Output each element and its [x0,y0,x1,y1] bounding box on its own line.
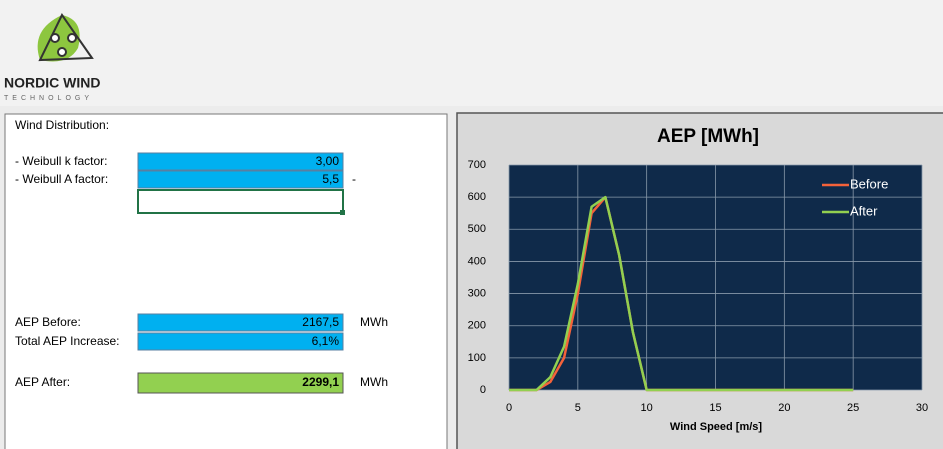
y-tick-label: 700 [468,159,486,171]
field-label: AEP After: [15,375,70,389]
y-tick-label: 300 [468,287,486,299]
x-tick-label: 0 [506,402,512,414]
field-value: 2167,5 [302,315,339,329]
fill-handle [340,210,345,215]
field-value: 5,5 [322,172,339,186]
logo-name: NORDIC WIND [4,75,100,91]
x-tick-label: 10 [641,402,653,414]
y-tick-label: 400 [468,255,486,267]
output-cell[interactable] [137,372,344,394]
plot: 0 100 200 300 400 500 600 700 0 5 10 15 20 25 30 Before… [468,159,928,414]
field-unit: MWh [360,375,388,389]
field-label: Total AEP Increase: [15,334,120,348]
logo-mark [37,13,94,62]
y-tick-label: 100 [468,352,486,364]
logo-tagline: TECHNOLOGY [4,95,93,102]
output-cell[interactable] [137,332,344,351]
logo-node [57,47,67,57]
field-unit: - [352,172,356,186]
logo-node [67,33,77,43]
y-tick-label: 500 [468,223,486,235]
output-cell[interactable] [137,313,344,332]
field-value: 2299,1 [302,375,339,389]
x-tick-label: 5 [575,402,581,414]
y-tick-label: 600 [468,191,486,203]
x-tick-label: 15 [709,402,721,414]
field-label: - Weibull k factor: [15,154,107,168]
field-label: AEP Before: [15,315,81,329]
x-tick-label: 20 [778,402,790,414]
series-line [509,195,854,392]
y-tick-label: 0 [480,384,486,396]
field-value: 6,1% [312,334,340,348]
x-tick-label: 25 [847,402,859,414]
selected-cell[interactable] [137,189,344,214]
logo-node [50,33,60,43]
y-tick-label: 200 [468,320,486,332]
legend-label: Before [850,176,888,191]
input-cell[interactable] [137,152,344,171]
field-unit: MWh [360,315,388,329]
field-value: 3,00 [316,154,340,168]
input-cell[interactable] [137,170,344,189]
panel-heading: Wind Distribution: [15,118,109,132]
x-tick-label: 30 [916,402,928,414]
header-band [0,0,943,106]
legend-label: After [850,203,878,218]
x-axis-label: Wind Speed [m/s] [670,421,763,433]
chart-title: AEP [MWh] [657,126,759,147]
field-label: - Weibull A factor: [15,172,108,186]
